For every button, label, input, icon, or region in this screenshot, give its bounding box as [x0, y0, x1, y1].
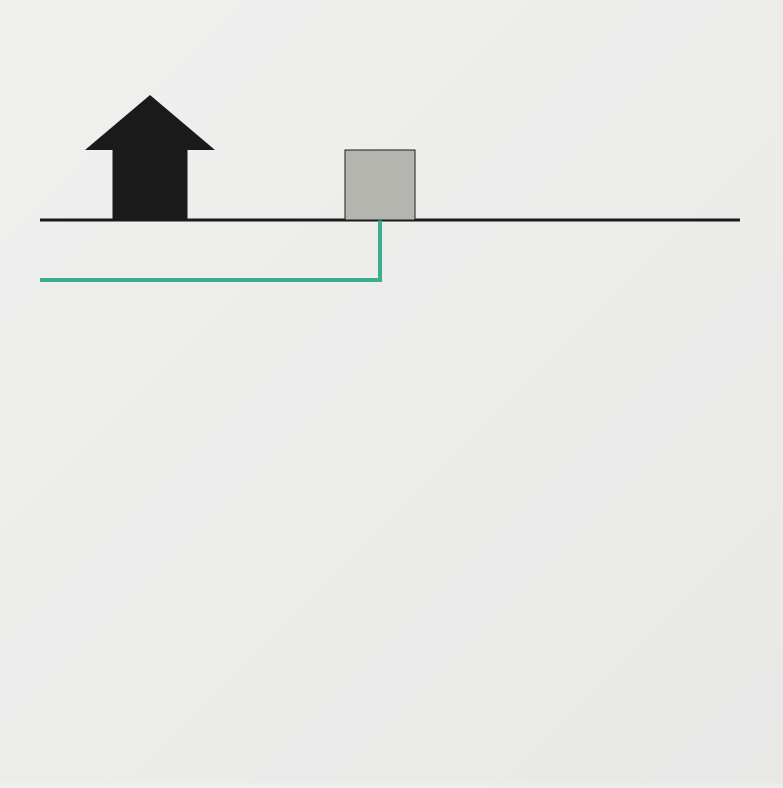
mains-line — [40, 220, 380, 280]
house-roof-icon — [85, 95, 215, 150]
infographic-stage — [0, 0, 783, 783]
house-body-icon — [113, 150, 188, 220]
meter-box-icon — [345, 150, 415, 220]
